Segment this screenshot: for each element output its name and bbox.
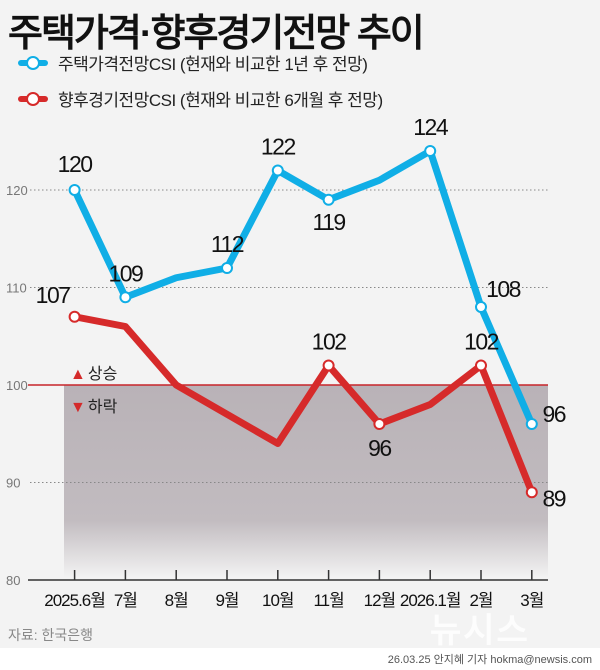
x-tick-label: 8월 xyxy=(165,591,188,610)
x-tick-label: 7월 xyxy=(114,591,137,610)
data-label: 102 xyxy=(464,329,499,355)
legend-label: 주택가격전망CSI (현재와 비교한 1년 후 전망) xyxy=(58,55,368,74)
data-point xyxy=(221,262,233,274)
data-point xyxy=(322,359,335,372)
up-label: 상승 xyxy=(87,366,118,383)
data-point xyxy=(424,145,437,157)
data-label: 112 xyxy=(211,231,244,257)
x-tick-label: 2월 xyxy=(469,591,492,610)
legend-item-housing: 주택가격전망CSI (현재와 비교한 1년 후 전망) xyxy=(18,50,368,75)
x-tick-label: 10월 xyxy=(262,591,294,610)
footer: 26.03.25 안지혜 기자 hokma@newsis.com xyxy=(0,648,600,670)
data-point xyxy=(119,291,132,304)
x-tick-label: 9월 xyxy=(215,591,238,610)
data-point xyxy=(525,418,538,430)
data-label: 96 xyxy=(368,435,391,461)
y-tick-label: 120 xyxy=(6,183,28,198)
y-tick-label: 110 xyxy=(6,281,27,296)
data-label: 124 xyxy=(413,114,449,140)
data-label: 96 xyxy=(543,401,566,427)
data-label: 89 xyxy=(543,485,566,511)
x-tick-label: 2026.1월 xyxy=(400,591,461,610)
down-marker: ▼ 하락 xyxy=(70,393,117,417)
data-label: 102 xyxy=(312,329,347,355)
y-tick-label: 100 xyxy=(6,378,28,393)
data-point xyxy=(475,301,487,313)
watermark-logo: 뉴시스 xyxy=(430,612,530,650)
legend-line-marker-icon xyxy=(18,91,48,106)
data-point xyxy=(525,486,538,499)
below-baseline-shade xyxy=(64,385,548,578)
credit: 26.03.25 안지혜 기자 hokma@newsis.com xyxy=(387,654,592,666)
y-tick-label: 80 xyxy=(6,573,20,588)
up-marker: ▲ 상승 xyxy=(70,360,117,384)
data-point xyxy=(68,184,81,196)
x-tick-label: 11월 xyxy=(313,591,343,610)
down-triangle-icon: ▼ xyxy=(70,399,86,416)
legend-line-marker-icon xyxy=(18,55,48,70)
data-point xyxy=(68,310,81,323)
series-line-economy xyxy=(71,313,536,496)
chart-title: 주택가격·향후경기전망 추이 xyxy=(8,13,425,55)
legend-label: 향후경기전망CSI (현재와 비교한 6개월 후 전망) xyxy=(58,91,383,110)
x-tick-label: 12월 xyxy=(364,591,396,610)
data-point xyxy=(322,193,335,206)
source: 자료: 한국은행 xyxy=(8,627,94,643)
x-tick-label: 3월 xyxy=(520,591,543,610)
data-label: 122 xyxy=(261,134,296,160)
data-label: 109 xyxy=(108,260,143,286)
up-triangle-icon: ▲ xyxy=(70,366,86,383)
data-point xyxy=(475,359,487,372)
data-point xyxy=(271,164,284,177)
line-chart: 80 90 100 110 120 2025.6월 7월 8월 9월 10월 11월 12월 2026.… xyxy=(6,114,567,610)
data-label: 119 xyxy=(313,209,346,235)
down-label: 하락 xyxy=(87,399,118,416)
data-label: 107 xyxy=(36,282,71,308)
data-label: 108 xyxy=(486,276,521,302)
data-label: 120 xyxy=(58,151,93,177)
legend-item-economy: 향후경기전망CSI (현재와 비교한 6개월 후 전망) xyxy=(18,86,383,111)
x-tick-label: 2025.6월 xyxy=(44,591,105,610)
y-tick-label: 90 xyxy=(6,476,20,491)
data-point xyxy=(373,418,386,430)
series-line-housing xyxy=(71,147,536,428)
